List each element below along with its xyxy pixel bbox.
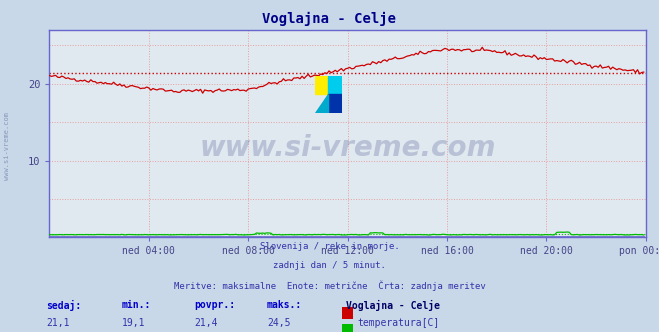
Text: Voglajna - Celje: Voglajna - Celje — [346, 300, 440, 311]
Bar — [328, 94, 341, 113]
Bar — [315, 76, 328, 94]
Bar — [328, 76, 341, 94]
Text: 21,4: 21,4 — [194, 318, 218, 328]
Text: Voglajna - Celje: Voglajna - Celje — [262, 12, 397, 26]
Text: www.si-vreme.com: www.si-vreme.com — [3, 112, 10, 180]
Text: maks.:: maks.: — [267, 300, 302, 310]
Text: 21,1: 21,1 — [46, 318, 70, 328]
Text: min.:: min.: — [122, 300, 152, 310]
Text: Meritve: maksimalne  Enote: metrične  Črta: zadnja meritev: Meritve: maksimalne Enote: metrične Črta… — [173, 280, 486, 291]
Text: 19,1: 19,1 — [122, 318, 146, 328]
Polygon shape — [315, 94, 328, 113]
Text: zadnji dan / 5 minut.: zadnji dan / 5 minut. — [273, 261, 386, 270]
Text: sedaj:: sedaj: — [46, 300, 81, 311]
Text: 24,5: 24,5 — [267, 318, 291, 328]
Text: Slovenija / reke in morje.: Slovenija / reke in morje. — [260, 242, 399, 251]
Text: www.si-vreme.com: www.si-vreme.com — [200, 134, 496, 162]
Text: povpr.:: povpr.: — [194, 300, 235, 310]
Text: temperatura[C]: temperatura[C] — [357, 318, 440, 328]
